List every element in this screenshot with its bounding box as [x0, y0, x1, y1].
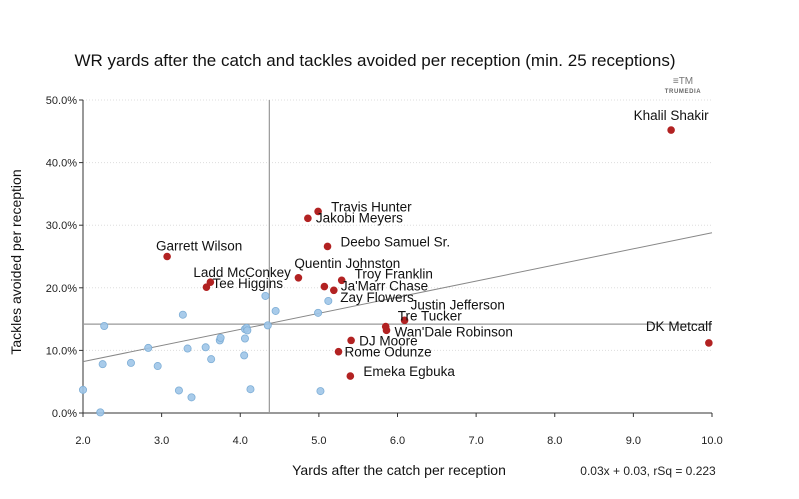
scatter-point-highlighted: [667, 126, 675, 134]
scatter-point-highlighted: [330, 286, 338, 295]
scatter-point-other: [314, 308, 323, 317]
trumedia-logo: ≡TM TRUMEDIA: [665, 76, 702, 95]
point-label: Zay Flowers: [340, 290, 414, 305]
point-label: Jakobi Meyers: [316, 210, 403, 225]
scatter-point-other: [246, 385, 255, 394]
point-label: DK Metcalf: [646, 319, 712, 334]
scatter-point-other: [98, 360, 107, 369]
other-receivers: [79, 291, 333, 417]
scatter-point-highlighted: [400, 316, 409, 325]
x-tick-label: 10.0: [701, 435, 722, 447]
x-tick-label: 7.0: [468, 435, 483, 447]
scatter-point-other: [178, 310, 187, 319]
scatter-point-other: [261, 291, 270, 300]
trendline-formula: 0.03x + 0.03, rSq = 0.223: [580, 464, 716, 478]
point-label: Justin Jefferson: [411, 297, 505, 312]
scatter-point-other: [216, 333, 225, 342]
scatter-point-highlighted: [346, 372, 355, 380]
scatter-point-other: [174, 386, 183, 395]
point-label: Tre Tucker: [398, 309, 463, 324]
axes: 0.0% 10.0% 20.0% 30.0% 40.0% 50.0% 2.0 3.0 4.0 5.…: [46, 95, 723, 447]
scatter-point-other: [240, 334, 249, 343]
scatter-point-highlighted: [314, 207, 322, 216]
x-tick-label: 3.0: [154, 435, 169, 447]
point-label: Ja'Marr Chase: [341, 278, 428, 293]
x-axis-title: Yards after the catch per reception: [292, 462, 506, 478]
scatter-point-other: [263, 321, 272, 330]
point-label: Tee Higgins: [212, 276, 283, 291]
scatter-point-other: [183, 344, 192, 353]
x-tick-label: 4.0: [233, 435, 248, 447]
trumedia-mark-icon: ≡TM: [673, 76, 693, 87]
point-label: DJ Moore: [359, 333, 418, 348]
x-tick-label: 8.0: [547, 435, 562, 447]
scatter-point-highlighted: [304, 214, 312, 223]
point-label: Emeka Egbuka: [363, 364, 455, 379]
scatter-point-highlighted: [382, 326, 391, 335]
scatter-point-other: [240, 351, 249, 360]
scatter-point-highlighted: [347, 336, 355, 345]
scatter-point-other: [207, 355, 216, 364]
scatter-point-other: [153, 362, 162, 371]
y-tick-label: 50.0%: [46, 95, 77, 107]
x-tick-label: 9.0: [626, 435, 641, 447]
scatter-point-other: [243, 326, 252, 335]
scatter-point-other: [79, 385, 88, 394]
trumedia-wordmark: TRUMEDIA: [665, 89, 702, 95]
point-label: Ladd McConkey: [193, 265, 291, 280]
highlighted-receivers: [163, 126, 713, 380]
y-tick-label: 40.0%: [46, 158, 77, 170]
point-label: Rome Odunze: [345, 345, 432, 360]
point-label: Troy Franklin: [355, 266, 433, 281]
x-tick-label: 2.0: [75, 435, 90, 447]
chart-title: WR yards after the catch and tackles avo…: [75, 51, 676, 70]
reference-lines: [82, 100, 713, 413]
scatter-point-other: [324, 296, 333, 305]
scatter-point-highlighted: [334, 347, 343, 356]
point-label: Deebo Samuel Sr.: [341, 234, 451, 249]
y-tick-label: 0.0%: [52, 408, 77, 420]
scatter-point-highlighted: [202, 283, 211, 291]
x-tick-label: 6.0: [390, 435, 405, 447]
scatter-point-other: [271, 306, 280, 315]
scatter-point-other: [96, 408, 105, 417]
point-label: Quentin Johnston: [294, 256, 400, 271]
scatter-point-other: [316, 387, 325, 396]
scatter-point-highlighted: [320, 282, 329, 291]
scatter-point-other: [126, 358, 135, 367]
point-label: Travis Hunter: [331, 199, 412, 214]
y-axis-title: Tackles avoided per reception: [8, 169, 24, 354]
point-label: Garrett Wilson: [156, 239, 242, 254]
scatter-point-highlighted: [323, 242, 332, 251]
y-tick-label: 10.0%: [46, 345, 77, 357]
point-label: Khalil Shakir: [634, 108, 710, 123]
y-tick-label: 20.0%: [46, 283, 77, 295]
scatter-point-other: [201, 343, 210, 352]
x-tick-label: 5.0: [311, 435, 326, 447]
scatter-point-other: [187, 393, 196, 402]
y-tick-label: 30.0%: [46, 220, 77, 232]
scatter-point-highlighted: [163, 252, 171, 261]
scatter-point-other: [100, 321, 109, 330]
trendline: [82, 232, 713, 363]
point-label: Wan'Dale Robinson: [394, 324, 512, 339]
scatter-point-highlighted: [294, 273, 303, 282]
scatter-point-highlighted: [705, 339, 713, 347]
scatter-point-other: [144, 343, 153, 352]
scatter-point-highlighted: [337, 276, 346, 285]
